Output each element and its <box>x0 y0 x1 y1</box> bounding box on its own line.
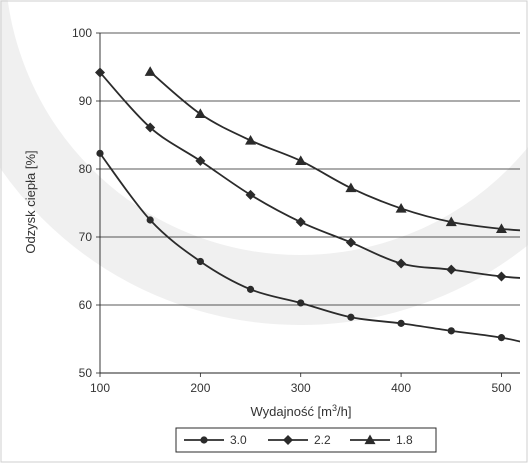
data-point-1.8-350 <box>345 182 357 193</box>
x-tick-label-300: 300 <box>291 381 311 395</box>
data-point-3.0-100 <box>96 149 104 157</box>
x-axis-label: Wydajność [m3/h] <box>250 403 351 419</box>
x-tick-label-500: 500 <box>491 381 511 395</box>
data-point-2.2-400 <box>396 258 407 269</box>
x-tick-label-200: 200 <box>190 381 210 395</box>
data-point-1.8-400 <box>395 202 407 213</box>
y-axis-label: Odzysk ciepła [%] <box>23 150 38 253</box>
data-point-1.8-450 <box>445 216 457 227</box>
data-point-2.2-450 <box>446 264 457 275</box>
data-point-3.0-250 <box>246 285 255 293</box>
x-tick-label-400: 400 <box>391 381 411 395</box>
data-point-2.2-150 <box>145 122 156 133</box>
data-point-3.0-400 <box>397 319 405 327</box>
y-tick-label-60: 60 <box>79 298 93 312</box>
data-point-1.8-300 <box>295 155 307 165</box>
watermark-background <box>0 0 528 325</box>
data-point-1.8-200 <box>194 108 206 119</box>
series-line-2.2 <box>99 71 520 279</box>
data-point-2.2-500 <box>496 271 507 282</box>
data-point-1.8-250 <box>245 134 257 145</box>
y-tick-label-80: 80 <box>79 162 93 176</box>
series-group <box>95 66 520 343</box>
axes <box>96 32 520 377</box>
legend-label-2.2: 2.2 <box>314 433 331 447</box>
data-point-3.0-150 <box>146 216 154 224</box>
data-point-2.2-200 <box>195 155 206 166</box>
series-3.0 <box>96 149 520 343</box>
series-1.8 <box>144 66 520 233</box>
data-point-3.0-300 <box>297 299 305 307</box>
y-tick-labels: 50 60 70 80 90 100 <box>72 26 92 380</box>
data-point-2.2-350 <box>345 237 356 248</box>
x-axis-label-tail: /h] <box>337 404 351 419</box>
y-tick-label-90: 90 <box>79 94 93 108</box>
data-point-1.8-500 <box>495 223 507 233</box>
data-point-3.0-450 <box>447 327 455 335</box>
data-point-2.2-100 <box>95 67 105 78</box>
x-axis-label-main: Wydajność [m <box>250 404 332 419</box>
data-point-3.0-500 <box>497 334 506 342</box>
series-line-3.0 <box>99 152 520 343</box>
data-point-1.8-150 <box>144 66 156 76</box>
legend-marker-1.8 <box>364 434 376 445</box>
y-tick-label-50: 50 <box>79 366 93 380</box>
legend-label-3.0: 3.0 <box>230 433 247 447</box>
x-tick-label-100: 100 <box>90 381 110 395</box>
data-point-3.0-350 <box>347 313 355 321</box>
x-axis-label-superscript: 3 <box>332 403 337 413</box>
data-point-2.2-250 <box>245 189 256 200</box>
series-2.2 <box>95 67 520 282</box>
x-tick-labels: 100200300400500600 <box>90 381 512 395</box>
legend-marker-3.0 <box>200 436 208 444</box>
legend-marker-2.2 <box>283 435 293 445</box>
watermark-arc <box>0 0 528 325</box>
data-point-3.0-200 <box>196 257 204 266</box>
data-point-2.2-300 <box>295 217 306 228</box>
y-tick-label-100: 100 <box>72 26 92 40</box>
legend-label-1.8: 1.8 <box>396 433 413 447</box>
y-tick-label-70: 70 <box>79 230 93 244</box>
legend: 3.0 2.2 1.8 <box>175 427 437 453</box>
